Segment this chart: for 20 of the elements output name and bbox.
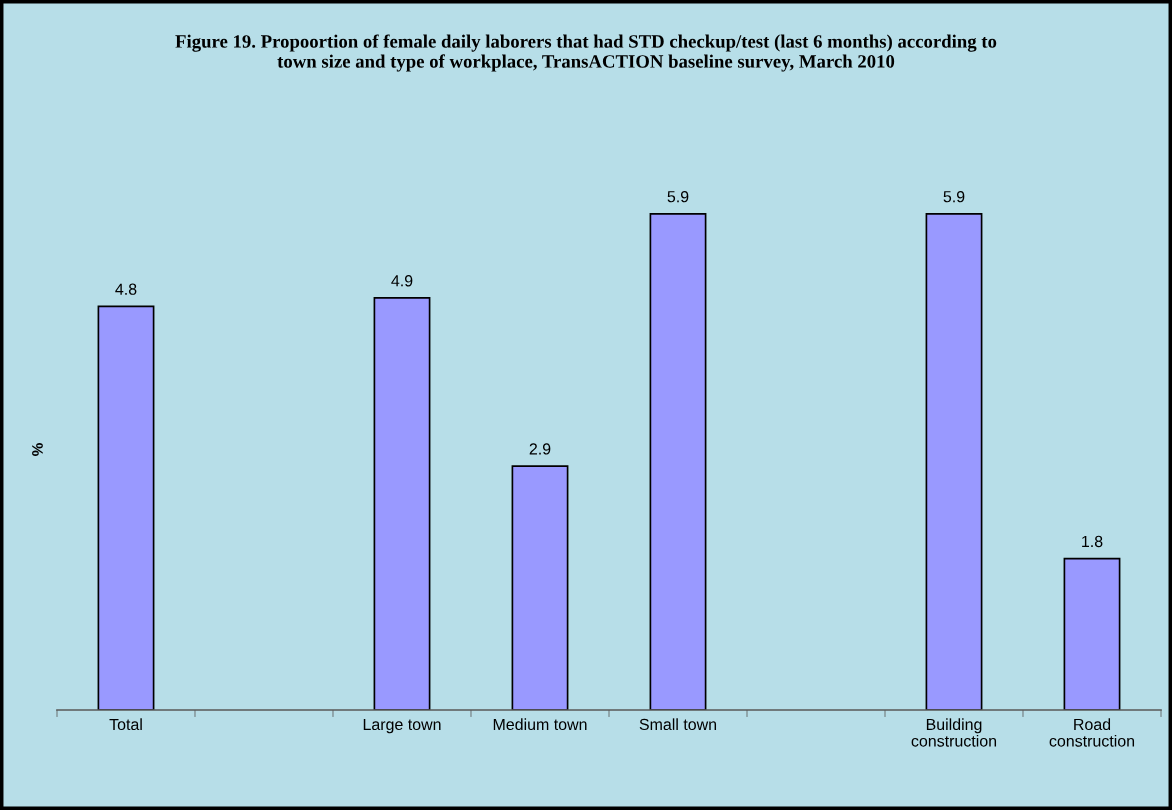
data-label: 2.9	[529, 443, 551, 455]
bar	[925, 212, 983, 710]
bar	[373, 297, 431, 710]
bar	[649, 212, 707, 710]
data-label: 5.9	[943, 191, 965, 203]
data-label: 4.8	[115, 283, 137, 295]
data-label: 5.9	[667, 191, 689, 203]
data-label: 1.8	[1082, 535, 1103, 548]
x-tick-label: Road construction	[1049, 718, 1135, 747]
x-tick-label: Building construction	[911, 718, 997, 747]
data-label: 4.9	[391, 275, 413, 287]
bar	[1063, 557, 1121, 710]
x-tick-label: Medium town	[493, 718, 587, 731]
bar	[511, 465, 569, 710]
chart-title: Figure 19. Propoortion of female daily laborers that had STD checkup/test (last 6 months) according to town size and type of workplace, TransACTION baseline survey, March 2010	[175, 34, 997, 72]
x-tick-label: Large town	[363, 718, 441, 734]
y-axis-title: %	[32, 443, 43, 456]
x-tick-label: Total	[109, 718, 142, 731]
x-tick-label: Small town	[639, 718, 717, 731]
bar	[97, 305, 155, 710]
